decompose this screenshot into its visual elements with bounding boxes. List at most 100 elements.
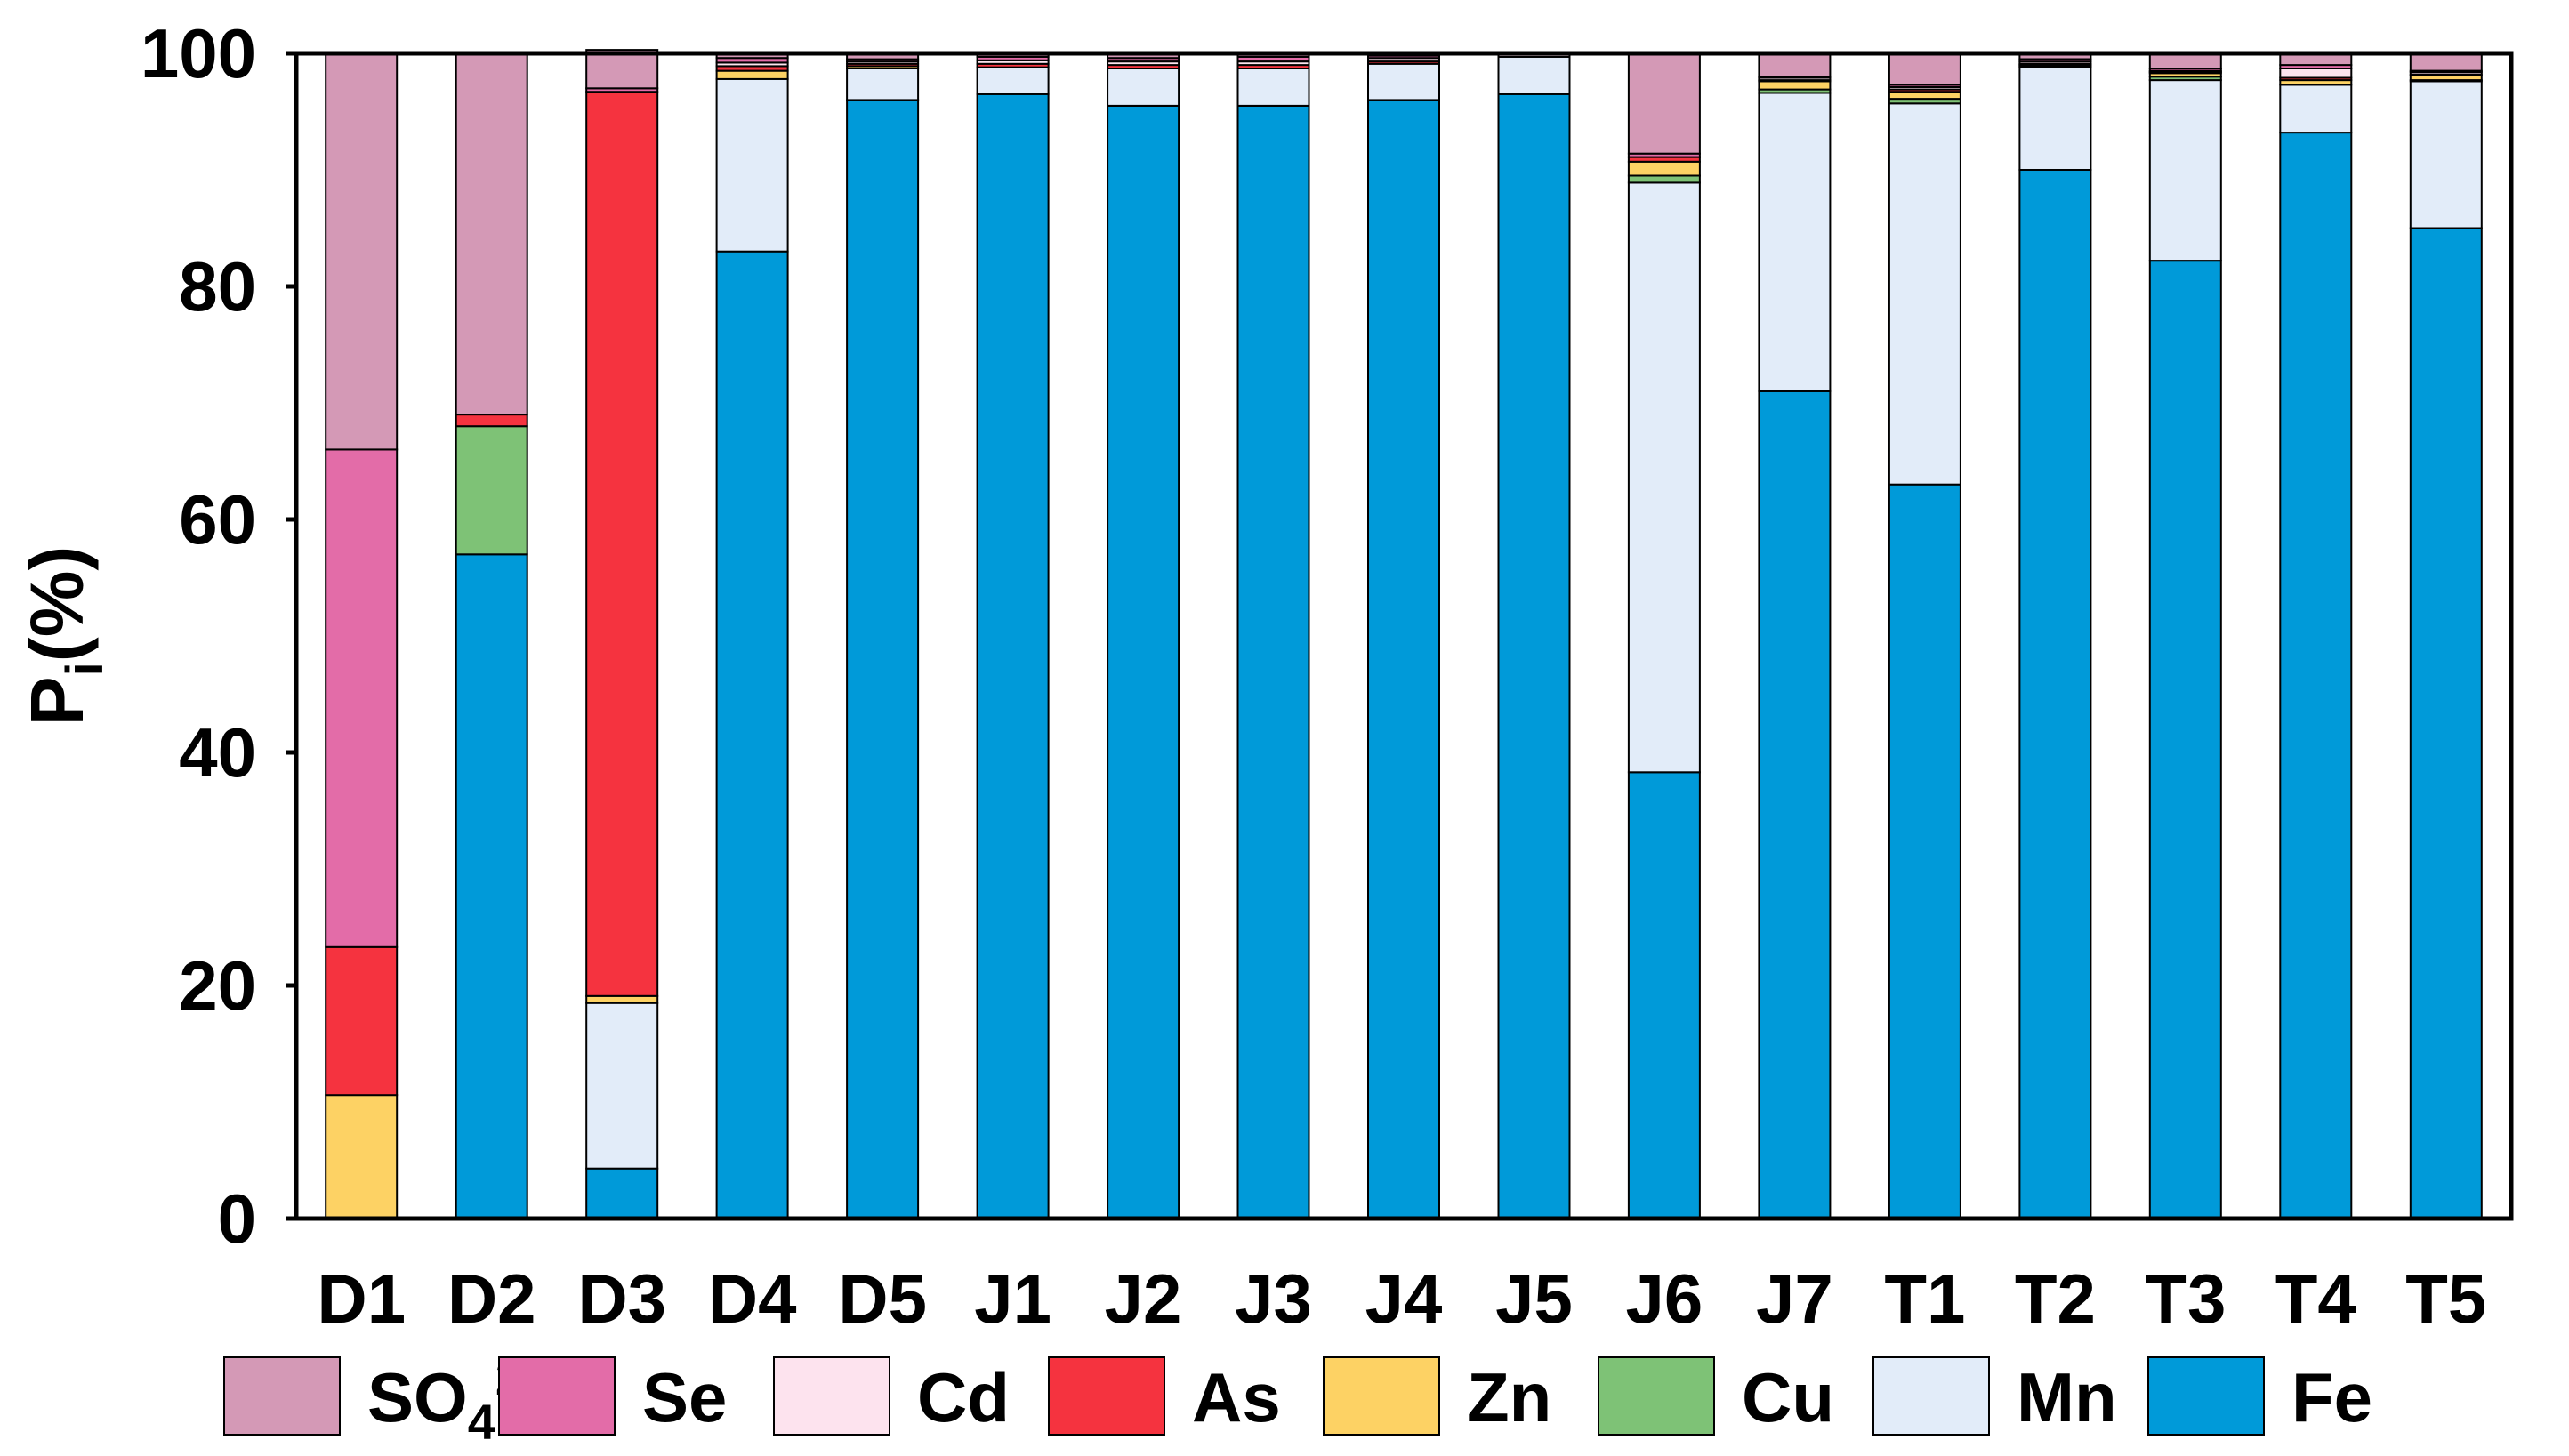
bar-J7-SO₄²⁻ [1758,52,1832,78]
bar-J1-Mn [976,66,1050,95]
bar-J6-Mn [1627,181,1701,774]
bar-T2-Mn [2018,66,2092,171]
x-tick-label: J7 [1756,1259,1833,1338]
bar-D3-As [585,91,659,997]
bar-D5-Mn [846,68,920,101]
bar-J6-SO₄²⁻ [1627,52,1701,155]
bar-J2-Fe [1107,105,1180,1219]
bar-D1-Zn [325,1094,399,1219]
bar-D2-Cu [455,425,528,556]
bar-D2-Fe [455,553,528,1219]
x-tick-label: T2 [2015,1259,2096,1338]
x-tick-label: D5 [838,1259,927,1338]
bar-J4-Mn [1367,62,1440,101]
legend-label: As [1192,1358,1281,1436]
bar-D3-Zn [585,994,659,1004]
bar-J7-Mn [1758,92,1832,392]
bar-T4-Mn [2279,84,2353,134]
bar-J1-Fe [976,93,1050,1219]
x-axis: D1 D2 D3 D4 D5 J1 J2 J3 J4 J5 J6 J7 T1 T2 T3 T4 T5 [317,1259,2486,1338]
x-tick-label: J5 [1495,1259,1573,1338]
bar-D5-Fe [846,99,920,1219]
bar-T4-Fe [2279,132,2353,1220]
bar-D4-Mn [715,77,789,253]
y-tick-label: 20 [179,946,256,1025]
bar-D4-Zn [715,69,789,80]
bar-J3-Fe [1236,105,1310,1219]
legend-swatch [223,1356,341,1436]
y-tick-label: 100 [141,14,256,93]
legend-swatch [1048,1356,1165,1436]
y-tick-label: 80 [179,247,256,326]
bar-T5-SO₄²⁻ [2409,52,2483,72]
bar-T1-Zn [1888,91,1961,101]
bar-J4-Fe [1367,99,1440,1219]
bar-J7-Zn [1758,80,1832,91]
legend-swatch [1323,1356,1440,1436]
bar-D1-As [325,945,399,1097]
y-axis-title: Pi(%) [15,546,114,727]
y-axis: 0 20 40 60 80 100 [141,14,296,1258]
legend-label: Mn [2017,1358,2117,1436]
legend-label: Zn [1467,1358,1551,1436]
bar-D1-Se [325,448,399,948]
legend-swatch [498,1356,616,1436]
bar-D3-Fe [585,1167,659,1219]
bar-D3-SO₄²⁻ [585,49,659,90]
x-tick-label: J4 [1365,1259,1443,1338]
bar-T4-Cd [2279,68,2353,79]
y-axis-title-main: P [15,676,99,726]
x-tick-label: D3 [577,1259,666,1338]
y-axis-title-suffix: (%) [15,546,99,663]
bar-T1-SO₄²⁻ [1888,52,1961,86]
bar-J6-Cu [1627,174,1701,184]
bar-T3-SO₄²⁻ [2148,52,2222,69]
x-tick-label: D4 [708,1259,797,1338]
legend-swatch [773,1356,890,1436]
x-tick-label: J6 [1626,1259,1703,1338]
legend-swatch [1598,1356,1715,1436]
bar-J6-Zn [1627,160,1701,177]
bar-D4-Fe [715,250,789,1220]
bar-J3-Mn [1236,68,1310,107]
y-tick-label: 40 [179,713,256,792]
x-tick-label: J2 [1105,1259,1182,1338]
bars-layer [325,49,2483,1220]
x-tick-label: D1 [317,1259,406,1338]
x-tick-label: T4 [2275,1259,2356,1338]
legend-label: Cu [1742,1358,1834,1436]
bar-J5-Mn [1497,55,1571,95]
bar-T5-Fe [2409,227,2483,1219]
x-tick-label: D2 [447,1259,536,1338]
bar-J7-Fe [1758,390,1832,1219]
x-tick-label: T3 [2145,1259,2226,1338]
legend-swatch [2147,1356,2265,1436]
x-tick-label: J1 [974,1259,1051,1338]
x-tick-label: T5 [2405,1259,2486,1338]
bar-T3-Mn [2148,79,2222,262]
legend-swatch [1872,1356,1990,1436]
y-axis-title-subscript: i [56,662,114,676]
bar-T2-Fe [2018,169,2092,1219]
bar-D3-Mn [585,1002,659,1170]
bar-T1-Mn [1888,102,1961,486]
legend-label: Se [642,1358,727,1436]
bar-J2-Mn [1107,68,1180,107]
plot-frame [294,51,2514,1221]
legend-label: Cd [917,1358,1010,1436]
x-tick-label: J3 [1235,1259,1312,1338]
bar-J6-Fe [1627,771,1701,1219]
bar-D2-SO₄²⁻ [455,52,528,416]
bar-D1-SO₄²⁻ [325,52,399,451]
bar-T1-Fe [1888,483,1961,1219]
bar-T5-Mn [2409,80,2483,229]
y-tick-label: 0 [218,1179,256,1258]
bar-T3-Fe [2148,260,2222,1220]
bar-J5-Fe [1497,93,1571,1219]
bar-D2-As [455,414,528,428]
legend-label: Fe [2291,1358,2372,1436]
x-tick-label: T1 [1884,1259,1965,1338]
y-tick-label: 60 [179,480,256,559]
